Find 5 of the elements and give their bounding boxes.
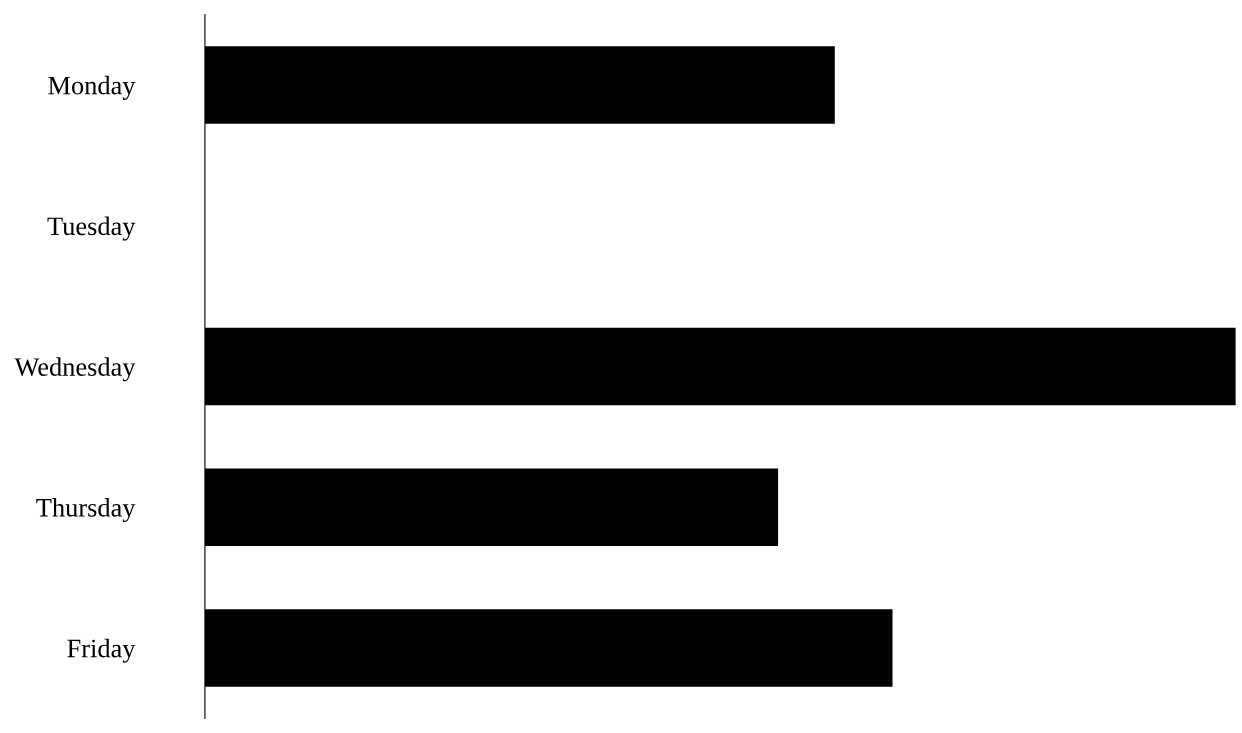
y-tick-label: Thursday bbox=[36, 498, 136, 523]
y-tick-label: Friday bbox=[67, 638, 136, 663]
y-tick-label: Wednesday bbox=[14, 357, 136, 382]
y-tick-label: Monday bbox=[48, 75, 136, 100]
y-tick-label: Tuesday bbox=[47, 216, 136, 241]
